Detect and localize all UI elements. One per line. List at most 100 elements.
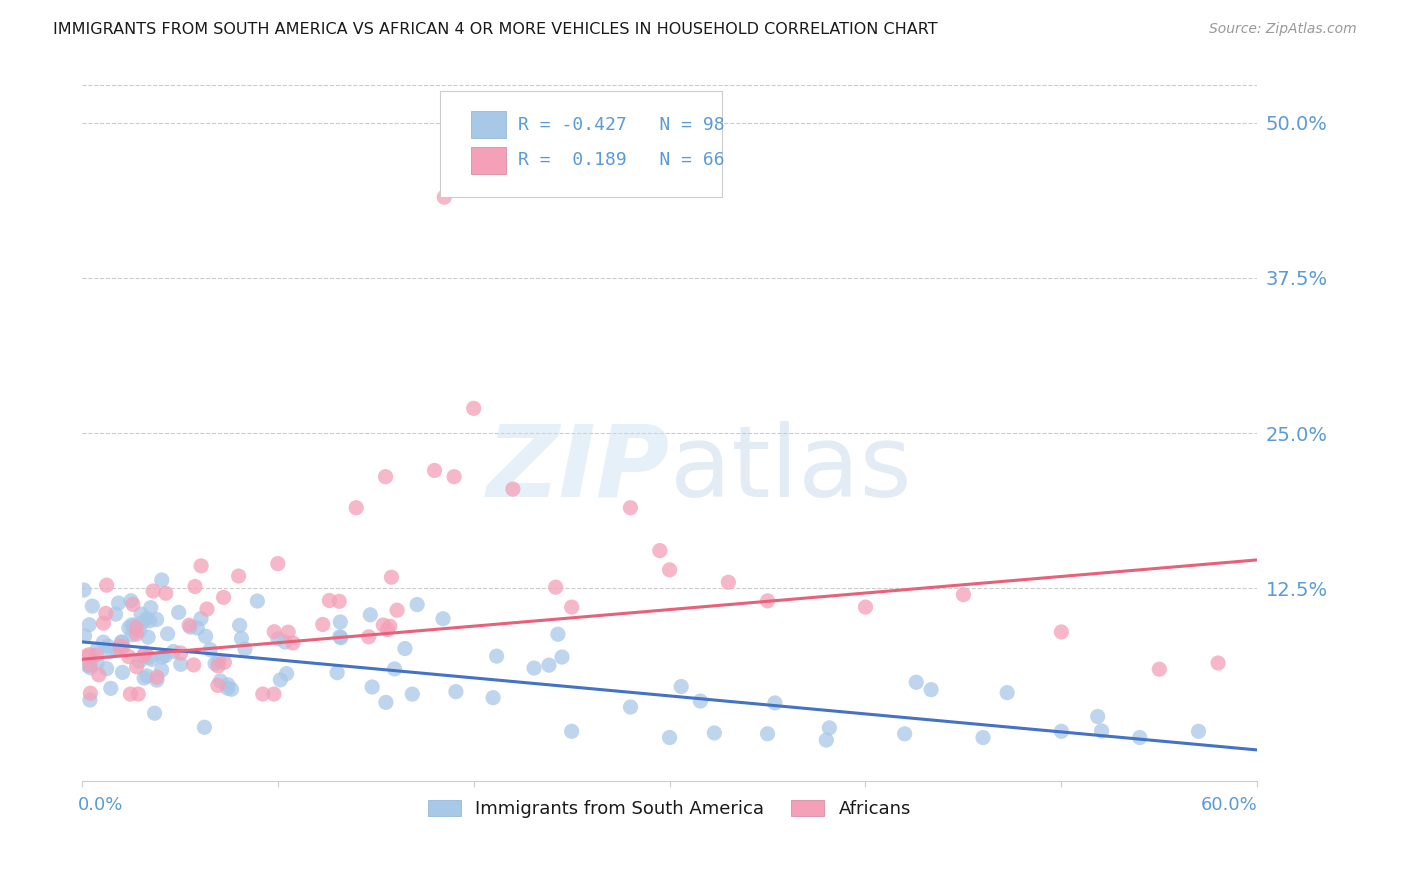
- Point: [423, 463, 446, 477]
- Point: [138, 650, 160, 665]
- Point: [145, 613, 167, 627]
- Point: [378, 619, 401, 633]
- Point: [76, 648, 98, 663]
- Point: [76, 658, 98, 673]
- Point: [127, 687, 149, 701]
- Point: [79, 661, 101, 675]
- Point: [619, 700, 641, 714]
- Point: [96, 578, 118, 592]
- Point: [228, 569, 250, 583]
- Point: [952, 588, 974, 602]
- Point: [217, 678, 239, 692]
- Point: [551, 650, 574, 665]
- Point: [132, 648, 155, 663]
- Point: [972, 731, 994, 745]
- Point: [118, 649, 141, 664]
- Point: [1187, 724, 1209, 739]
- Point: [544, 580, 567, 594]
- Point: [217, 681, 239, 696]
- Point: [84, 648, 107, 662]
- Point: [111, 635, 134, 649]
- Point: [77, 617, 100, 632]
- Text: R = -0.427   N = 98: R = -0.427 N = 98: [517, 116, 724, 134]
- Point: [374, 469, 396, 483]
- Point: [818, 721, 841, 735]
- Point: [269, 673, 291, 687]
- Point: [689, 694, 711, 708]
- Point: [214, 655, 236, 669]
- Point: [561, 600, 583, 615]
- Point: [190, 611, 212, 625]
- Point: [401, 687, 423, 701]
- Point: [132, 671, 155, 685]
- Point: [263, 624, 285, 639]
- Point: [94, 607, 117, 621]
- Point: [96, 662, 118, 676]
- Point: [162, 644, 184, 658]
- Point: [277, 625, 299, 640]
- Point: [108, 639, 131, 653]
- Text: IMMIGRANTS FROM SOUTH AMERICA VS AFRICAN 4 OR MORE VEHICLES IN HOUSEHOLD CORRELA: IMMIGRANTS FROM SOUTH AMERICA VS AFRICAN…: [53, 22, 938, 37]
- Point: [204, 657, 226, 671]
- Point: [432, 612, 454, 626]
- Point: [905, 675, 928, 690]
- Point: [228, 618, 250, 632]
- Point: [231, 632, 253, 646]
- Point: [155, 586, 177, 600]
- Point: [183, 657, 205, 672]
- Point: [110, 641, 132, 656]
- FancyBboxPatch shape: [440, 91, 723, 197]
- Point: [329, 615, 352, 629]
- Point: [485, 649, 508, 664]
- Point: [328, 594, 350, 608]
- Point: [79, 658, 101, 673]
- Point: [406, 598, 429, 612]
- Point: [433, 190, 456, 204]
- Point: [146, 673, 169, 687]
- Point: [179, 618, 201, 632]
- Point: [128, 655, 150, 669]
- Point: [1149, 662, 1171, 676]
- Point: [463, 401, 485, 416]
- Point: [93, 616, 115, 631]
- Point: [1050, 624, 1073, 639]
- Point: [717, 575, 740, 590]
- Point: [619, 500, 641, 515]
- Point: [107, 596, 129, 610]
- Point: [1129, 731, 1152, 745]
- Text: 60.0%: 60.0%: [1201, 796, 1257, 814]
- Point: [122, 619, 145, 633]
- Point: [276, 666, 298, 681]
- Point: [125, 620, 148, 634]
- Point: [111, 640, 134, 654]
- Point: [121, 628, 143, 642]
- Point: [357, 630, 380, 644]
- Point: [120, 687, 142, 701]
- Point: [995, 686, 1018, 700]
- Point: [233, 641, 256, 656]
- Point: [142, 584, 165, 599]
- Point: [82, 599, 104, 613]
- Point: [1050, 724, 1073, 739]
- Point: [263, 687, 285, 701]
- Point: [97, 639, 120, 653]
- Point: [118, 621, 141, 635]
- Point: [93, 635, 115, 649]
- Point: [105, 642, 128, 657]
- Point: [669, 680, 692, 694]
- Point: [252, 687, 274, 701]
- Point: [143, 706, 166, 721]
- Point: [135, 611, 157, 625]
- Point: [98, 645, 121, 659]
- Point: [139, 614, 162, 628]
- Point: [221, 682, 243, 697]
- Point: [502, 482, 524, 496]
- Point: [281, 636, 304, 650]
- Point: [329, 631, 352, 645]
- Point: [193, 720, 215, 734]
- Text: atlas: atlas: [669, 421, 911, 518]
- Point: [1090, 723, 1112, 738]
- Point: [128, 624, 150, 638]
- Point: [150, 650, 173, 665]
- Point: [893, 727, 915, 741]
